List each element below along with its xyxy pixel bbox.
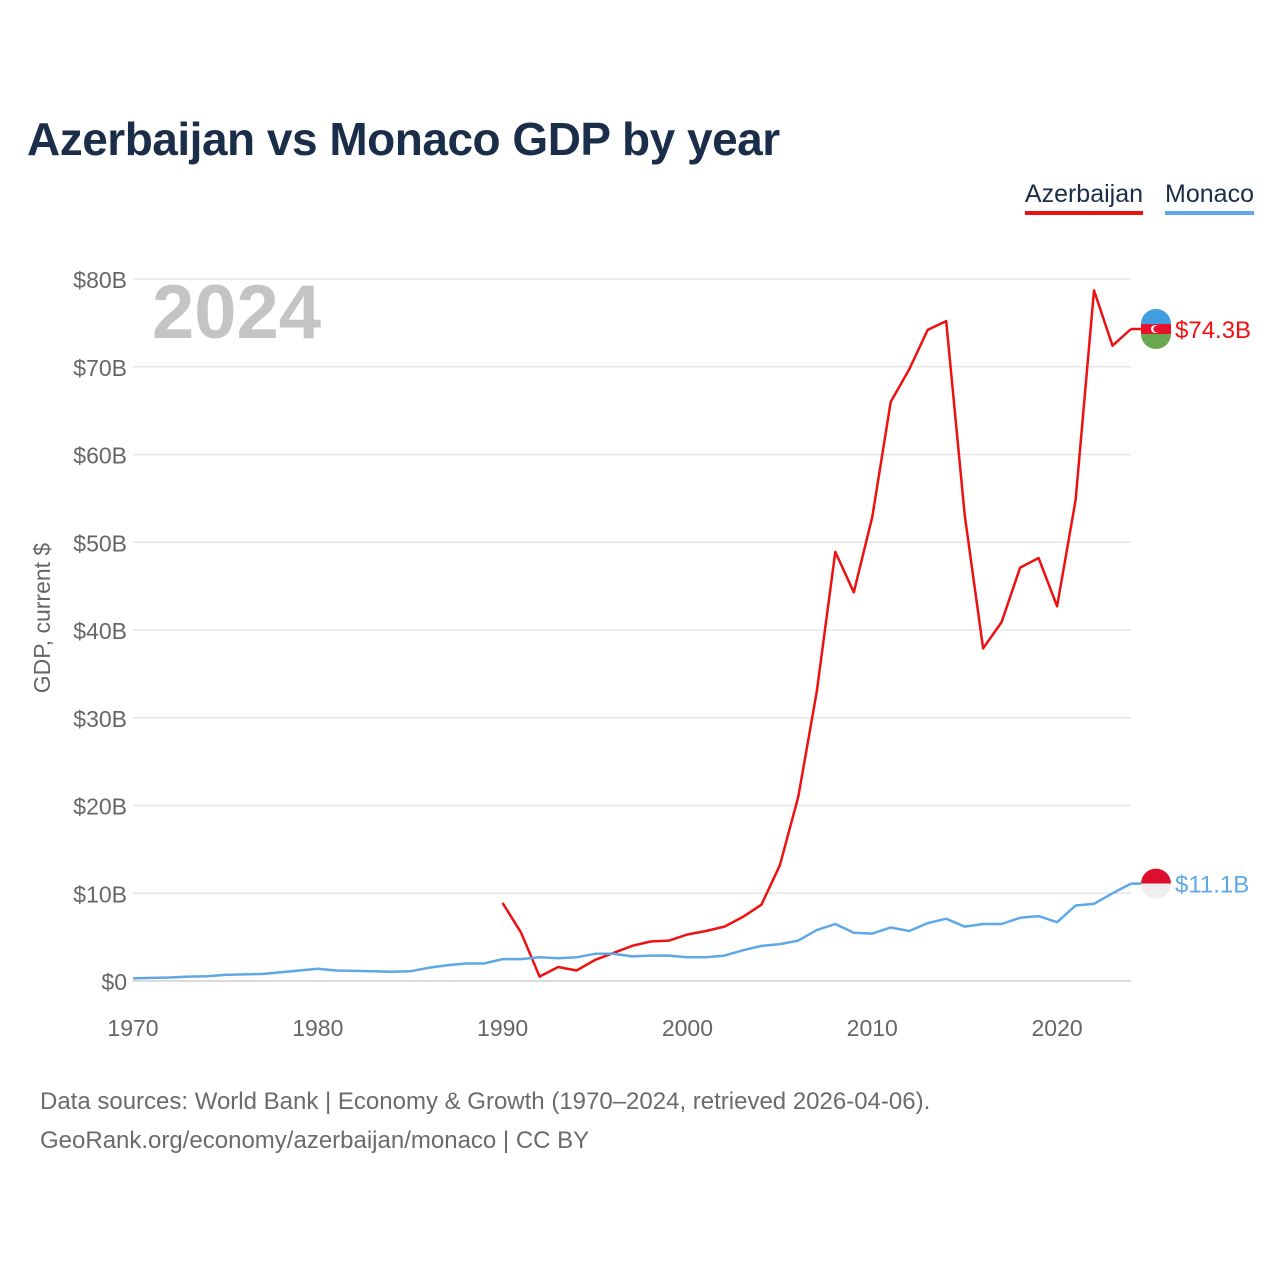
azerbaijan-flag-icon (1141, 309, 1171, 350)
y-tick-label: $40B (73, 618, 127, 644)
legend-item-azerbaijan[interactable]: Azerbaijan (1024, 180, 1144, 215)
y-tick-label: $0 (101, 969, 127, 995)
source-note: Data sources: World Bank | Economy & Gro… (40, 1082, 930, 1160)
flag-stripe (1141, 309, 1171, 325)
y-tick-label: $70B (73, 355, 127, 381)
x-tick-label: 2020 (1031, 1015, 1082, 1041)
y-tick-label: $10B (73, 881, 127, 907)
x-tick-label: 2010 (847, 1015, 898, 1041)
legend: Azerbaijan Monaco (1024, 180, 1254, 215)
legend-item-monaco[interactable]: Monaco (1165, 180, 1254, 215)
y-axis: $0 $10B $20B $30B $40B $50B $60B $70B $80B (73, 267, 127, 995)
y-tick-label: $80B (73, 267, 127, 293)
y-axis-label: GDP, current $ (29, 543, 55, 694)
end-markers: $74.3B $11.1B (1131, 309, 1251, 899)
chart-title: Azerbaijan vs Monaco GDP by year (27, 113, 780, 165)
flag-stripe (1141, 334, 1171, 350)
y-tick-label: $60B (73, 443, 127, 469)
x-tick-label: 2000 (662, 1015, 713, 1041)
end-value-label: $74.3B (1175, 317, 1251, 344)
y-tick-label: $20B (73, 794, 127, 820)
y-tick-label: $50B (73, 530, 127, 556)
year-watermark: 2024 (152, 270, 321, 355)
x-tick-label: 1990 (477, 1015, 528, 1041)
y-tick-label: $30B (73, 706, 127, 732)
x-tick-label: 1980 (292, 1015, 343, 1041)
x-tick-label: 1970 (107, 1015, 158, 1041)
source-line-2[interactable]: GeoRank.org/economy/azerbaijan/monaco | … (40, 1127, 590, 1154)
series-line-monaco (132, 882, 1132, 980)
grid (133, 278, 1131, 982)
series-lines (132, 289, 1132, 980)
flag-stripe (1141, 883, 1171, 899)
line-chart: $0$10B$20B$30B$40B$50B$60B$70B$80B 1970 1… (29, 267, 1251, 1041)
end-value-label: $11.1B (1175, 872, 1249, 899)
flag-stripe (1141, 868, 1171, 884)
x-axis: 1970 1980 1990 2000 2010 2020 (107, 1015, 1082, 1041)
source-line-1: Data sources: World Bank | Economy & Gro… (40, 1088, 931, 1115)
flag-crescent-cut (1153, 325, 1160, 333)
series-line-azerbaijan (501, 289, 1132, 978)
monaco-flag-icon (1141, 868, 1171, 899)
